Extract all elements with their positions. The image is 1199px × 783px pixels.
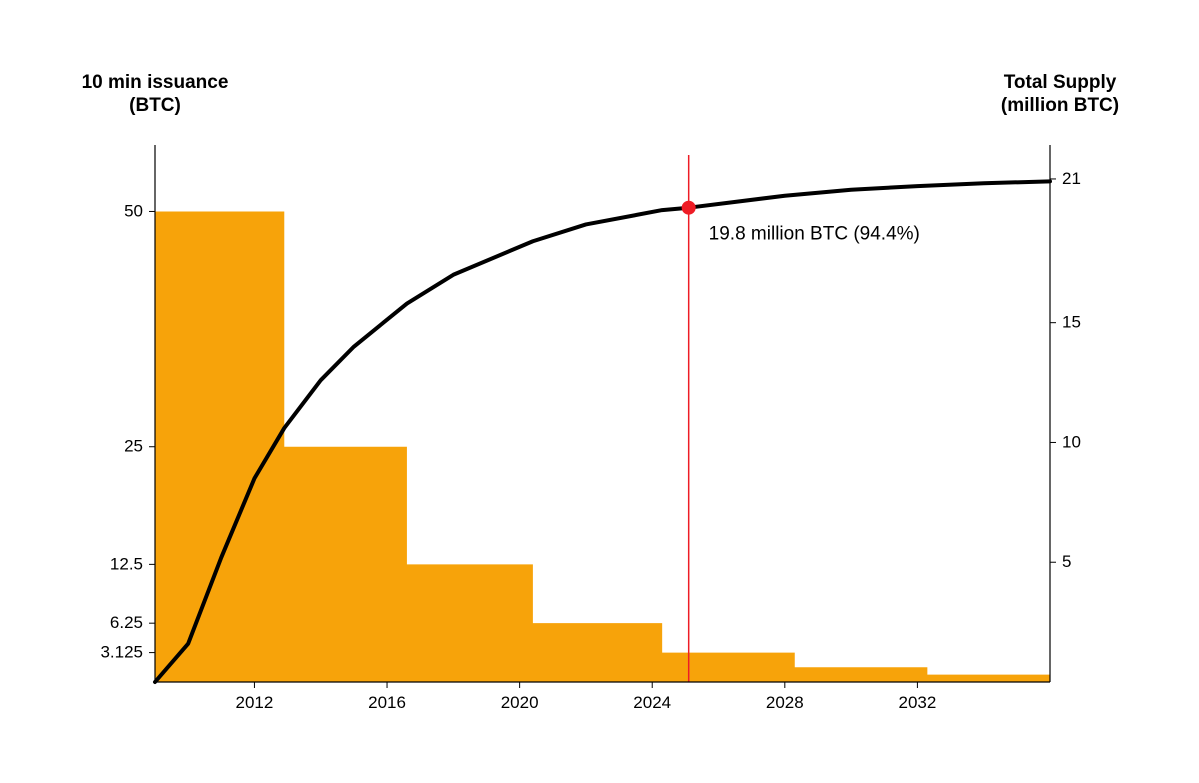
x-tick-label: 2012 bbox=[236, 693, 274, 712]
today-marker bbox=[682, 201, 696, 215]
y-left-tick-label: 25 bbox=[124, 437, 143, 456]
y-left-tick-label: 12.5 bbox=[110, 554, 143, 573]
y-right-tick-label: 15 bbox=[1062, 313, 1081, 332]
y-left-tick-label: 6.25 bbox=[110, 613, 143, 632]
y-right-title: Total Supply bbox=[1004, 72, 1117, 93]
btc-supply-chart: 2012 2016 2020 2024 2028 2032 3.125 6.25 12.5 25 5… bbox=[0, 0, 1199, 783]
y-right-title: (million BTC) bbox=[1001, 95, 1119, 116]
x-tick-label: 2016 bbox=[368, 693, 406, 712]
x-tick-label: 2024 bbox=[633, 693, 671, 712]
x-tick-label: 2020 bbox=[501, 693, 539, 712]
x-tick-label: 2032 bbox=[898, 693, 936, 712]
x-tick-label: 2028 bbox=[766, 693, 804, 712]
y-left-title: (BTC) bbox=[129, 95, 181, 116]
y-left-tick-label: 50 bbox=[124, 201, 143, 220]
y-right-tick-label: 5 bbox=[1062, 552, 1071, 571]
y-left-tick-label: 3.125 bbox=[100, 643, 143, 662]
today-annotation: 19.8 million BTC (94.4%) bbox=[709, 224, 920, 245]
y-left-title: 10 min issuance bbox=[82, 72, 229, 93]
y-right-tick-label: 10 bbox=[1062, 432, 1081, 451]
y-right-tick-label: 21 bbox=[1062, 169, 1081, 188]
